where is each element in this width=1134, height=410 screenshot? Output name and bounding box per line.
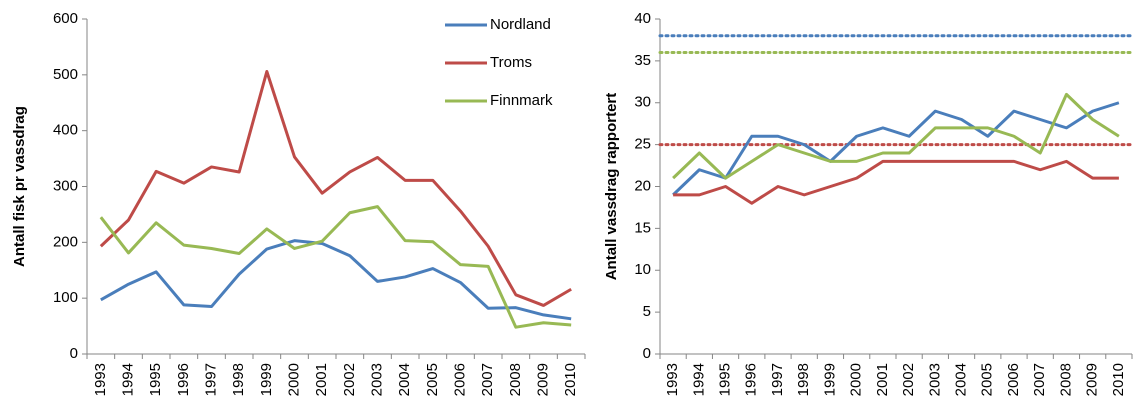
legend-label: Finnmark xyxy=(490,92,553,109)
y-tick-label: 25 xyxy=(634,136,651,153)
y-tick-label: 100 xyxy=(53,289,78,306)
x-tick-label: 1999 xyxy=(821,363,838,396)
x-tick-label: 1993 xyxy=(92,363,109,396)
x-tick-label: 2001 xyxy=(874,363,891,396)
series-line xyxy=(672,92,1120,180)
x-tick-label: 2009 xyxy=(1084,363,1101,396)
x-tick-label: 1993 xyxy=(664,363,681,396)
x-tick-label: 1995 xyxy=(717,363,734,396)
y-tick-label: 10 xyxy=(634,261,651,278)
legend-label: Nordland xyxy=(490,16,551,33)
y-axis-label: Antall vassdrag rapportert xyxy=(603,93,620,281)
x-tick-label: 2000 xyxy=(285,363,302,396)
y-tick-label: 20 xyxy=(634,177,651,194)
x-tick-label: 2005 xyxy=(979,363,996,396)
series-line xyxy=(673,159,1119,205)
y-tick-label: 35 xyxy=(634,52,651,69)
x-tick-label: 2008 xyxy=(1057,363,1074,396)
series-line xyxy=(99,69,572,307)
x-tick-label: 2007 xyxy=(1031,363,1048,396)
x-tick-label: 2010 xyxy=(562,363,579,396)
x-tick-label: 2000 xyxy=(848,363,865,396)
y-tick-label: 200 xyxy=(53,233,78,250)
x-tick-label: 2010 xyxy=(1110,363,1127,396)
x-tick-label: 2003 xyxy=(926,363,943,396)
legend-label: Troms xyxy=(490,54,532,71)
x-tick-label: 2005 xyxy=(424,363,441,396)
y-tick-label: 400 xyxy=(53,122,78,139)
y-tick-label: 500 xyxy=(53,66,78,83)
x-tick-label: 2002 xyxy=(341,363,358,396)
x-tick-label: 1998 xyxy=(795,363,812,396)
y-tick-label: 0 xyxy=(70,345,78,362)
y-tick-label: 40 xyxy=(634,10,651,27)
x-tick-label: 2008 xyxy=(507,363,524,396)
x-tick-label: 1996 xyxy=(743,363,760,396)
x-tick-label: 2006 xyxy=(1005,363,1022,396)
x-tick-label: 1997 xyxy=(202,363,219,396)
y-tick-label: 300 xyxy=(53,177,78,194)
x-tick-label: 1995 xyxy=(147,363,164,396)
series-line xyxy=(99,205,572,329)
y-tick-label: 30 xyxy=(634,94,651,111)
x-tick-label: 2002 xyxy=(900,363,917,396)
x-tick-label: 1998 xyxy=(230,363,247,396)
x-tick-label: 2006 xyxy=(451,363,468,396)
x-tick-label: 2009 xyxy=(534,363,551,396)
y-tick-label: 0 xyxy=(643,345,651,362)
x-tick-label: 2003 xyxy=(368,363,385,396)
x-tick-label: 1999 xyxy=(258,363,275,396)
x-tick-label: 1997 xyxy=(769,363,786,396)
x-tick-label: 2001 xyxy=(313,363,330,396)
x-tick-label: 1994 xyxy=(690,363,707,396)
x-tick-label: 1996 xyxy=(175,363,192,396)
series-line xyxy=(672,101,1120,196)
series-line xyxy=(100,239,572,321)
y-tick-label: 600 xyxy=(53,10,78,27)
y-tick-label: 15 xyxy=(634,219,651,236)
x-tick-label: 2007 xyxy=(479,363,496,396)
x-tick-label: 2004 xyxy=(953,363,970,396)
y-tick-label: 5 xyxy=(643,303,651,320)
x-tick-label: 1994 xyxy=(119,363,136,396)
x-tick-label: 2004 xyxy=(396,363,413,396)
y-axis-label: Antall fisk pr vassdrag xyxy=(11,106,28,267)
